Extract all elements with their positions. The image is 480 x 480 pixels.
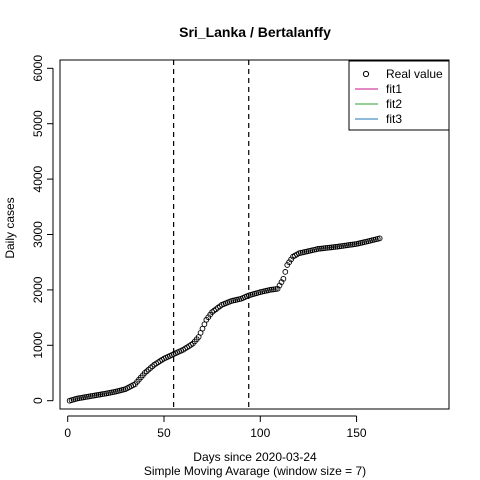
legend-label: Real value (386, 67, 443, 81)
legend-label: fit3 (386, 112, 402, 126)
x-axis-label: Days since 2020-03-24 (193, 450, 317, 464)
y-tick-label: 2000 (31, 276, 45, 303)
data-point (280, 275, 287, 282)
data-point (267, 287, 273, 293)
x-tick-label: 100 (250, 426, 270, 440)
y-tick-label: 6000 (31, 55, 45, 82)
y-tick-label: 3000 (31, 221, 45, 248)
data-point (336, 243, 343, 250)
plot-frame (59, 59, 450, 410)
reference-lines (173, 60, 250, 409)
data-point (328, 244, 335, 251)
x-tick-label: 150 (347, 426, 367, 440)
data-point (334, 243, 341, 250)
data-point (326, 244, 333, 251)
data-point (344, 242, 350, 249)
data-point (347, 241, 354, 248)
legend-label: fit1 (386, 82, 402, 96)
data-point (317, 245, 323, 252)
x-tick-label: 0 (64, 426, 71, 440)
legend-label: fit2 (386, 97, 402, 111)
data-point (272, 286, 279, 292)
data-point (351, 241, 358, 248)
x-axis-subtitle: Simple Moving Avarage (window size = 7) (144, 464, 366, 478)
data-point (349, 241, 356, 248)
data-point (322, 245, 329, 251)
y-tick-label: 0 (31, 397, 45, 404)
data-point (320, 245, 327, 252)
y-tick-label: 5000 (31, 110, 45, 137)
data-point (315, 246, 321, 252)
data-point (340, 243, 346, 249)
y-axis-label: Daily cases (3, 197, 17, 258)
data-points (66, 235, 383, 404)
data-point (282, 269, 289, 275)
y-tick-label: 4000 (31, 165, 45, 192)
data-point (319, 245, 325, 252)
y-axis: 0 1000 2000 3000 4000 5000 6000 (31, 55, 54, 404)
x-axis: 0 50 100 150 (64, 415, 367, 440)
data-point (330, 244, 337, 250)
data-point (342, 242, 348, 249)
data-point (332, 244, 339, 250)
legend-marker (362, 70, 370, 78)
data-point (338, 243, 345, 249)
data-point (346, 242, 352, 248)
chart-title: Sri_Lanka / Bertalanffy (179, 24, 331, 40)
data-point (324, 244, 331, 251)
x-tick-label: 50 (157, 426, 171, 440)
data-point (270, 286, 277, 293)
data-point (376, 235, 383, 242)
data-point (268, 286, 275, 293)
y-tick-label: 1000 (31, 332, 45, 359)
